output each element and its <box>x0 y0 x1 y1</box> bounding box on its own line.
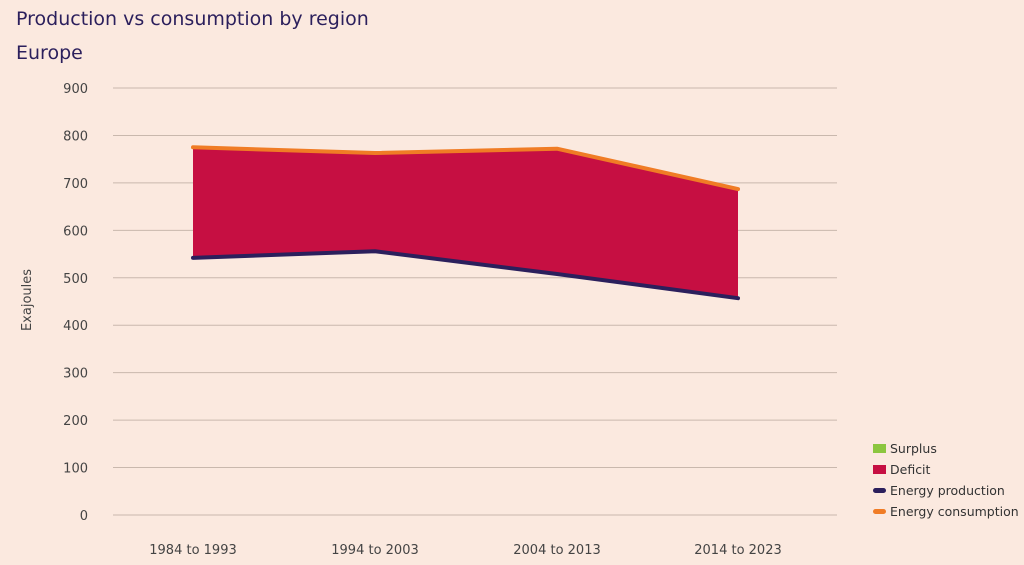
legend-label: Deficit <box>890 462 931 477</box>
legend-swatch <box>873 488 886 493</box>
deficit-area <box>193 147 738 299</box>
y-tick-label: 700 <box>63 177 88 192</box>
y-tick-label: 300 <box>63 367 88 382</box>
x-tick-labels: 1984 to 1993 1994 to 2003 2004 to 2013 2014… <box>149 543 781 558</box>
legend-label: Energy consumption <box>890 504 1019 519</box>
energy-production-line <box>191 249 740 301</box>
legend: Surplus Deficit Energy production Energy co… <box>873 438 1019 522</box>
y-tick-label: 500 <box>63 272 88 287</box>
legend-item-energy-consumption: Energy consumption <box>873 501 1019 522</box>
y-tick-label: 0 <box>80 509 88 524</box>
legend-item-deficit: Deficit <box>873 459 1019 480</box>
y-tick-label: 100 <box>63 462 88 477</box>
legend-item-energy-production: Energy production <box>873 480 1019 501</box>
y-axis-label: Exajoules <box>20 269 35 331</box>
x-tick-label: 1984 to 1993 <box>149 543 236 558</box>
y-tick-label: 900 <box>63 82 88 97</box>
chart-title: Production vs consumption by region <box>16 8 369 30</box>
x-tick-label: 1994 to 2003 <box>331 543 418 558</box>
y-tick-label: 200 <box>63 414 88 429</box>
legend-label: Surplus <box>890 441 937 456</box>
y-tick-labels: 0 100 200 300 400 500 600 700 800 900 <box>63 82 88 524</box>
legend-swatch <box>873 509 886 514</box>
legend-swatch <box>873 465 886 474</box>
legend-item-surplus: Surplus <box>873 438 1019 459</box>
energy-consumption-line <box>191 145 740 192</box>
series-lines <box>191 145 740 301</box>
x-tick-label: 2004 to 2013 <box>513 543 600 558</box>
y-tick-label: 600 <box>63 224 88 239</box>
x-tick-label: 2014 to 2023 <box>694 543 781 558</box>
legend-label: Energy production <box>890 483 1005 498</box>
chart-subtitle: Europe <box>16 42 83 64</box>
y-tick-label: 400 <box>63 319 88 334</box>
deficit-area-layer <box>193 147 738 299</box>
y-tick-label: 800 <box>63 129 88 144</box>
legend-swatch <box>873 444 886 453</box>
